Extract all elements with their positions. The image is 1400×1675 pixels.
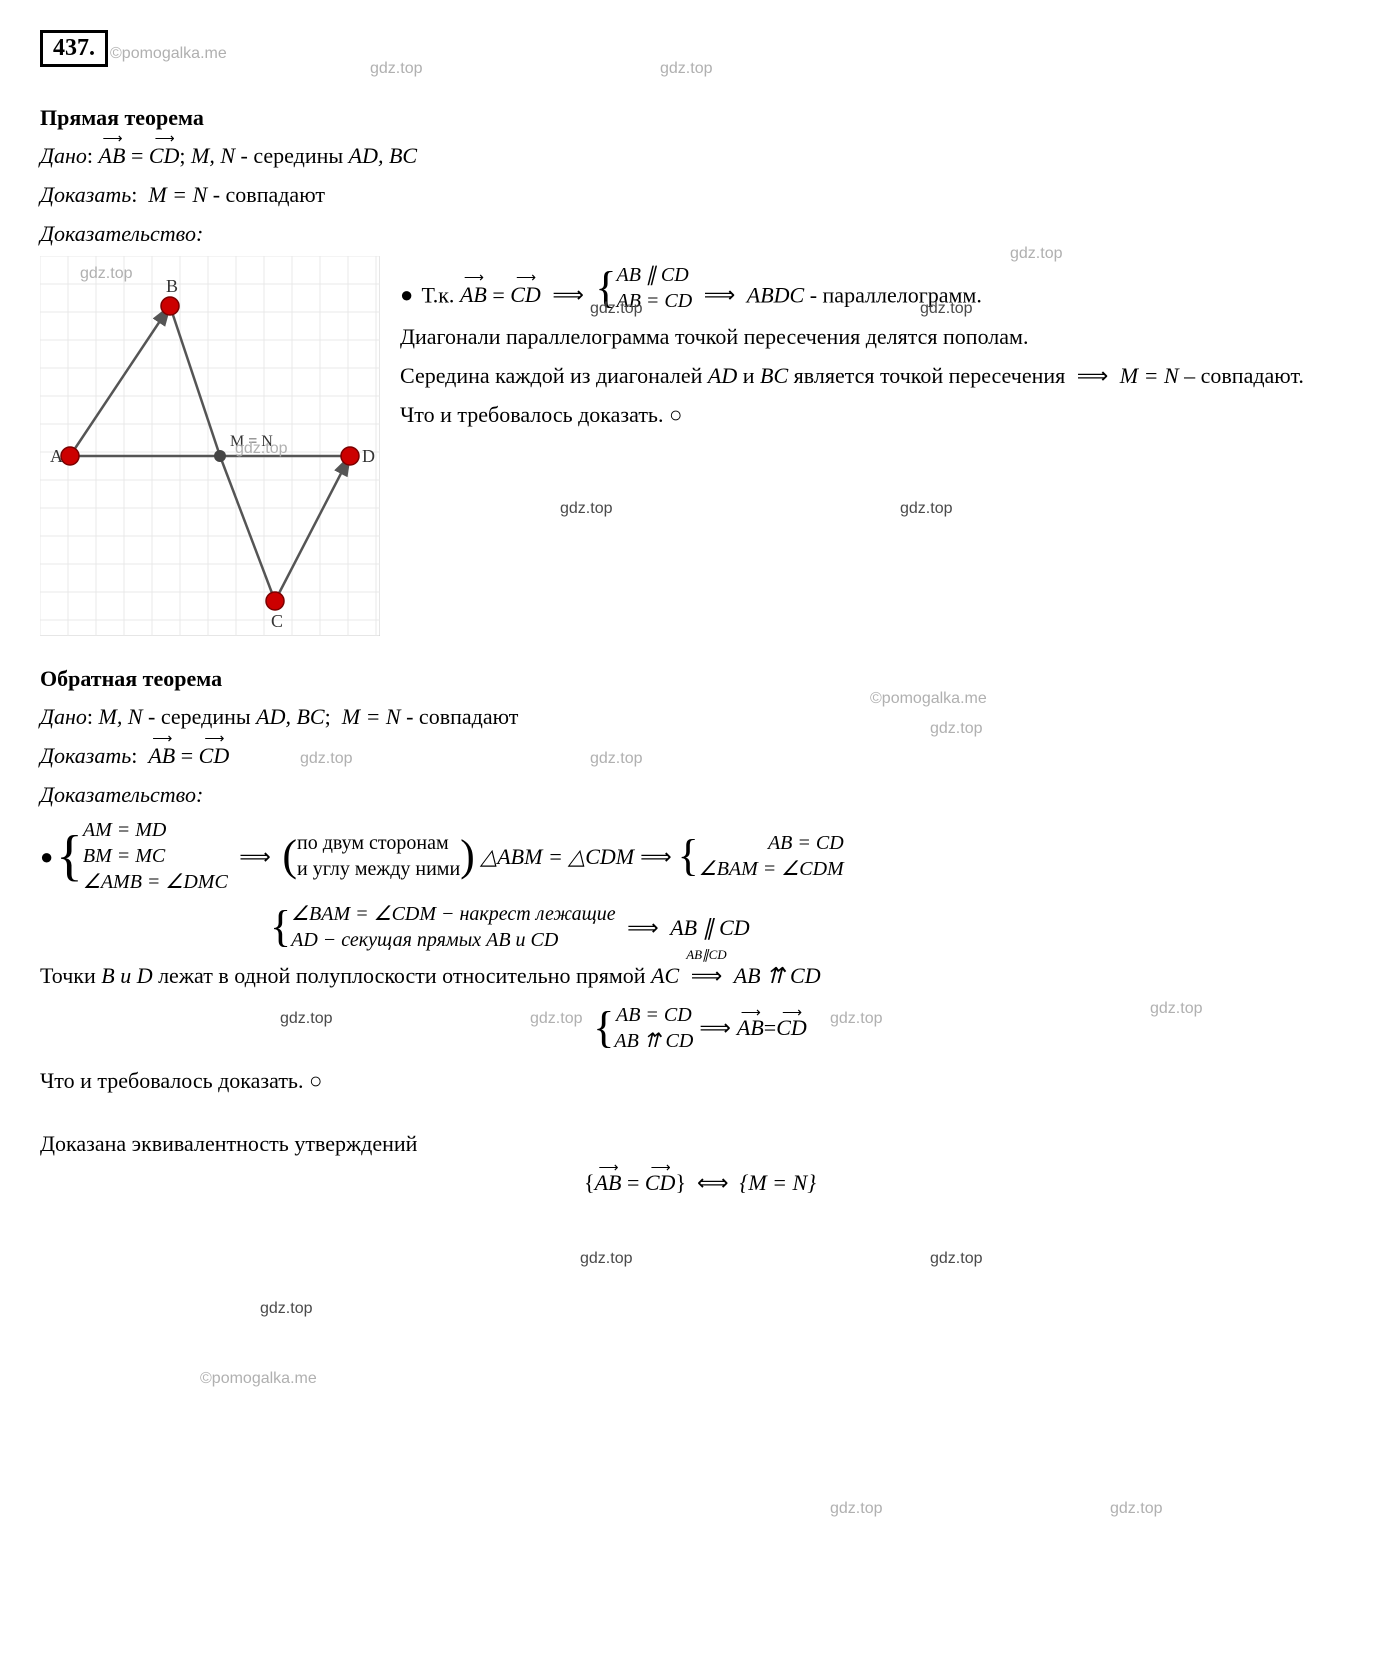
svg-text:C: C (271, 611, 283, 631)
watermark: gdz.top (260, 1300, 312, 1318)
watermark: gdz.top (830, 1500, 882, 1518)
watermark: ©pomogalka.me (110, 45, 227, 63)
problem-number: 437. (40, 30, 108, 67)
equiv-formula: {⟶AB = ⟶CD} ⟺ {M = N} (40, 1170, 1360, 1196)
watermark: gdz.top (300, 750, 352, 768)
watermark: gdz.top (80, 265, 132, 283)
watermark: ©pomogalka.me (870, 690, 987, 708)
prove-label: Доказать (40, 182, 131, 207)
watermark: gdz.top (280, 1010, 332, 1028)
direct-prove: Доказать: M = N - совпадают (40, 178, 1360, 211)
qed2: Что и требовалось доказать. ○ (40, 1064, 1360, 1097)
watermark: gdz.top (930, 1250, 982, 1268)
watermark: gdz.top (930, 720, 982, 738)
step1-prefix: Т.к. (422, 282, 460, 307)
watermark: gdz.top (830, 1010, 882, 1028)
proof-label-1: Доказательство: (40, 217, 1360, 250)
mn-label: M, N (191, 143, 235, 168)
watermark: gdz.top (235, 440, 287, 458)
adbc-label: AD, BC (349, 143, 417, 168)
given-text: - середины (241, 143, 349, 168)
direct-given: Дано: ⟶AB = ⟶CD; M, N - середины AD, BC (40, 139, 1360, 172)
watermark: gdz.top (660, 60, 712, 78)
direct-theorem-title: Прямая теорема (40, 105, 1360, 131)
equiv-text: Доказана эквивалентность утверждений (40, 1127, 1360, 1160)
watermark: ©pomogalka.me (200, 1370, 317, 1388)
watermark: gdz.top (590, 300, 642, 318)
watermark: gdz.top (590, 750, 642, 768)
svg-text:D: D (362, 446, 375, 466)
watermark: gdz.top (900, 500, 952, 518)
watermark: gdz.top (370, 60, 422, 78)
step2: Диагонали параллелограмма точкой пересеч… (400, 320, 1360, 353)
inverse-step1: ● { AM = MD BM = MC ∠AMB = ∠DMC ⟹ ( по д… (40, 817, 1360, 895)
watermark: gdz.top (1110, 1500, 1162, 1518)
inverse-given: Дано: M, N - середины AD, BC; M = N - со… (40, 700, 1360, 733)
inverse-step3: Точки B и D лежат в одной полуплоскости … (40, 959, 1360, 992)
direct-proof-body: ● Т.к. ⟶AB = ⟶CD ⟹ { AB ∥ CD AB = CD ⟹ A… (400, 256, 1360, 437)
inverse-prove: Доказать: ⟶AB = ⟶CD (40, 739, 1360, 772)
prove-var: M = N (148, 182, 207, 207)
watermark: gdz.top (1150, 1000, 1202, 1018)
watermark: gdz.top (560, 500, 612, 518)
step3: Середина каждой из диагоналей AD и BC яв… (400, 359, 1360, 392)
given-label: Дано (40, 143, 87, 168)
qed1: Что и требовалось доказать. ○ (400, 398, 1360, 431)
watermark: gdz.top (1010, 245, 1062, 263)
watermark: gdz.top (920, 300, 972, 318)
watermark: gdz.top (530, 1010, 582, 1028)
prove-text: - совпадают (213, 182, 325, 207)
inverse-theorem-title: Обратная теорема (40, 666, 1360, 692)
watermark: gdz.top (580, 1250, 632, 1268)
svg-text:A: A (50, 446, 63, 466)
proof-label-2: Доказательство: (40, 778, 1360, 811)
diagram: ABCDM = N (40, 256, 380, 636)
svg-text:B: B (166, 276, 178, 296)
